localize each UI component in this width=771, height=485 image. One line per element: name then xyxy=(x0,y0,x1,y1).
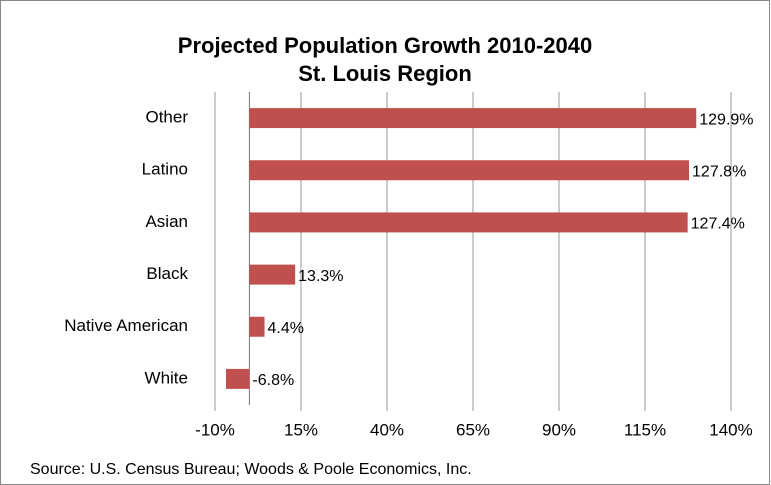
source-note: Source: U.S. Census Bureau; Woods & Pool… xyxy=(30,461,472,478)
y-tick-label: Latino xyxy=(142,160,188,179)
y-tick-label: Asian xyxy=(145,212,188,231)
data-label: 127.4% xyxy=(691,216,745,233)
chart-subtitle: St. Louis Region xyxy=(298,61,472,86)
bar xyxy=(249,212,688,233)
y-tick-label: Black xyxy=(146,264,188,283)
x-tick-label: 65% xyxy=(456,420,490,439)
x-tick-label: 140% xyxy=(709,420,752,439)
y-tick-label: Native American xyxy=(64,316,188,335)
bar xyxy=(249,160,690,181)
x-tick-label: 15% xyxy=(284,420,318,439)
data-label: 129.9% xyxy=(699,111,753,128)
bar xyxy=(249,264,296,285)
chart-title: Projected Population Growth 2010-2040 xyxy=(178,33,592,58)
data-label: 127.8% xyxy=(692,163,746,180)
x-tick-label: 90% xyxy=(542,420,576,439)
y-tick-label: White xyxy=(145,368,188,387)
y-tick-label: Other xyxy=(145,108,188,127)
data-label: -6.8% xyxy=(252,372,294,389)
x-tick-label: 40% xyxy=(370,420,404,439)
bar xyxy=(249,108,697,129)
bar xyxy=(249,316,265,337)
x-tick-label: -10% xyxy=(195,420,235,439)
data-label: 4.4% xyxy=(268,320,304,337)
data-label: 13.3% xyxy=(298,268,343,285)
x-tick-label: 115% xyxy=(624,420,666,439)
bar xyxy=(226,368,250,389)
